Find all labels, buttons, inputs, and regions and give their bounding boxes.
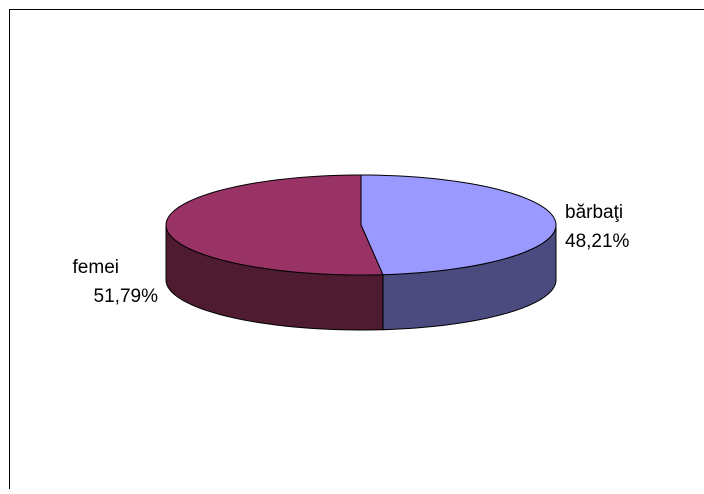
slice-label-femei-value: 51,79% xyxy=(94,286,159,307)
slice-label-femei-name: femei xyxy=(73,257,119,278)
pie-tops xyxy=(166,175,556,275)
slice-label-barbati-value: 48,21% xyxy=(565,231,630,252)
slice-label-barbati-name: bărbaţi xyxy=(565,202,623,223)
